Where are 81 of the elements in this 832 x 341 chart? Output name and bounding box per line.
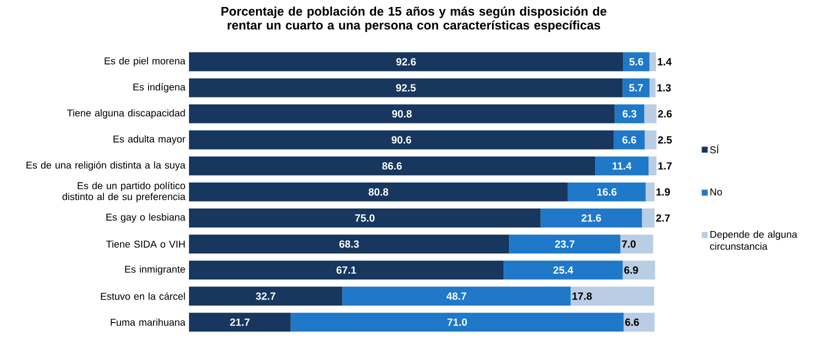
bar: [646, 182, 655, 202]
data-label: 6.9: [624, 266, 638, 274]
bar: [188, 260, 504, 280]
data-label: 21.6: [582, 214, 602, 222]
bar: [648, 156, 656, 176]
bar: [622, 260, 656, 280]
y-tick-label: Es gay o lesbiana: [106, 213, 186, 223]
chart-title: Porcentaje de población de 15 años y más según disposición de rentar un cuarto a una persona con características específicas: [222, 6, 606, 32]
bar: [188, 208, 541, 228]
bar: [504, 260, 623, 280]
data-label: 92.6: [396, 58, 416, 66]
data-label: 5.6: [629, 58, 644, 66]
y-tick-label: Tiene alguna discapacidad: [67, 109, 185, 118]
y-tick-label: Es indígena: [133, 83, 186, 92]
data-label: 21.7: [230, 318, 250, 326]
bar: [644, 130, 656, 150]
y-tick-label: Es adulta mayor: [114, 135, 186, 144]
bar: [290, 312, 624, 332]
data-label: 1.3: [657, 84, 671, 92]
data-label: 1.7: [658, 162, 672, 170]
data-label: 86.6: [382, 162, 402, 170]
data-label: 2.7: [656, 214, 670, 222]
data-label: 68.3: [339, 240, 359, 248]
data-label: 67.1: [336, 266, 356, 274]
bar: [188, 182, 568, 202]
bar: [188, 52, 624, 72]
data-label: 80.8: [368, 188, 388, 196]
legend-label: No: [710, 188, 722, 196]
y-tick-label: Es inmigrante: [125, 265, 186, 275]
data-label: 32.7: [256, 292, 276, 300]
bar: [188, 312, 291, 332]
data-label: 90.6: [392, 136, 412, 144]
bar: [188, 234, 510, 254]
bar: [188, 156, 596, 176]
bar: [188, 78, 623, 98]
bar: [620, 234, 654, 254]
y-tick-label: Estuvo en la cárcel: [100, 292, 185, 300]
legend-label: SÍ: [710, 144, 720, 154]
data-label: 71.0: [448, 318, 467, 326]
bar: [649, 52, 656, 72]
bar: [570, 286, 654, 306]
data-label: 6.6: [622, 136, 636, 144]
bar: [188, 286, 342, 306]
data-label: 48.7: [446, 292, 466, 300]
data-label: 5.7: [629, 84, 643, 92]
data-label: 90.8: [392, 110, 412, 118]
bar: [188, 104, 615, 124]
bar: [623, 52, 650, 72]
data-label: 6.3: [622, 110, 636, 118]
y-tick-label: Es de un partido político distinto al de su preferencia: [62, 182, 186, 202]
bar: [568, 182, 646, 202]
data-label: 11.4: [612, 162, 632, 170]
data-label: 17.8: [572, 292, 592, 300]
data-label: 2.5: [658, 136, 672, 144]
y-tick-label: Es de una religión distinta a la suya: [26, 161, 186, 171]
data-label: 25.4: [553, 266, 574, 274]
bar: [624, 312, 655, 332]
legend-label: Depende de alguna circunstancia: [710, 230, 798, 250]
bar: [540, 208, 642, 228]
data-label: 23.7: [555, 240, 574, 248]
data-label: 1.4: [658, 58, 672, 66]
bar: [509, 234, 620, 254]
data-label: 16.6: [597, 188, 617, 196]
bar: [622, 78, 650, 98]
y-tick-label: Tiene SIDA o VIH: [106, 240, 185, 248]
bar: [614, 130, 645, 150]
bar: [644, 104, 656, 124]
data-label: 1.9: [656, 188, 670, 196]
data-label: 75.0: [355, 214, 375, 222]
bar: [342, 286, 571, 306]
y-tick-label: Es de piel morena: [104, 57, 186, 66]
bar: [188, 130, 614, 150]
y-tick-label: Fuma marihuana: [110, 318, 186, 326]
data-label: 92.5: [396, 84, 416, 92]
data-label: 6.6: [625, 318, 639, 326]
bar: [614, 104, 644, 124]
bar: [642, 208, 655, 228]
data-label: 7.0: [622, 240, 636, 248]
bar: [595, 156, 649, 176]
data-label: 2.6: [658, 110, 672, 118]
bar: [649, 78, 656, 98]
